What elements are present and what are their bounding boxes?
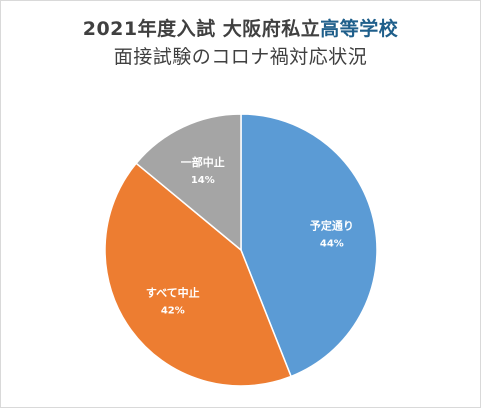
pie-slice-2: [135, 113, 242, 252]
chart-title-line1: 2021年度入試 大阪府私立高等学校: [0, 14, 481, 41]
slice-value-label-0: 44%: [320, 239, 344, 250]
chart-title-accent: 高等学校: [320, 18, 399, 40]
slice-category-label-1: すべて中止: [146, 286, 200, 300]
slice-value-label-2: 14%: [191, 175, 215, 186]
chart-title-line2: 面接試験のコロナ禍対応状況: [113, 46, 368, 68]
pie-slices: [104, 113, 378, 387]
chart-title-prefix: 2021年度入試 大阪府私立: [82, 18, 321, 40]
pie-slice-0: [240, 113, 378, 378]
pie-slice-1: [104, 162, 293, 387]
pie-labels: 予定通り 44% すべて中止 42% 一部中止 14%: [146, 155, 354, 317]
slice-value-label-1: 42%: [161, 306, 185, 317]
slice-category-label-2: 一部中止: [181, 155, 225, 169]
slice-category-label-0: 予定通り: [310, 219, 354, 233]
